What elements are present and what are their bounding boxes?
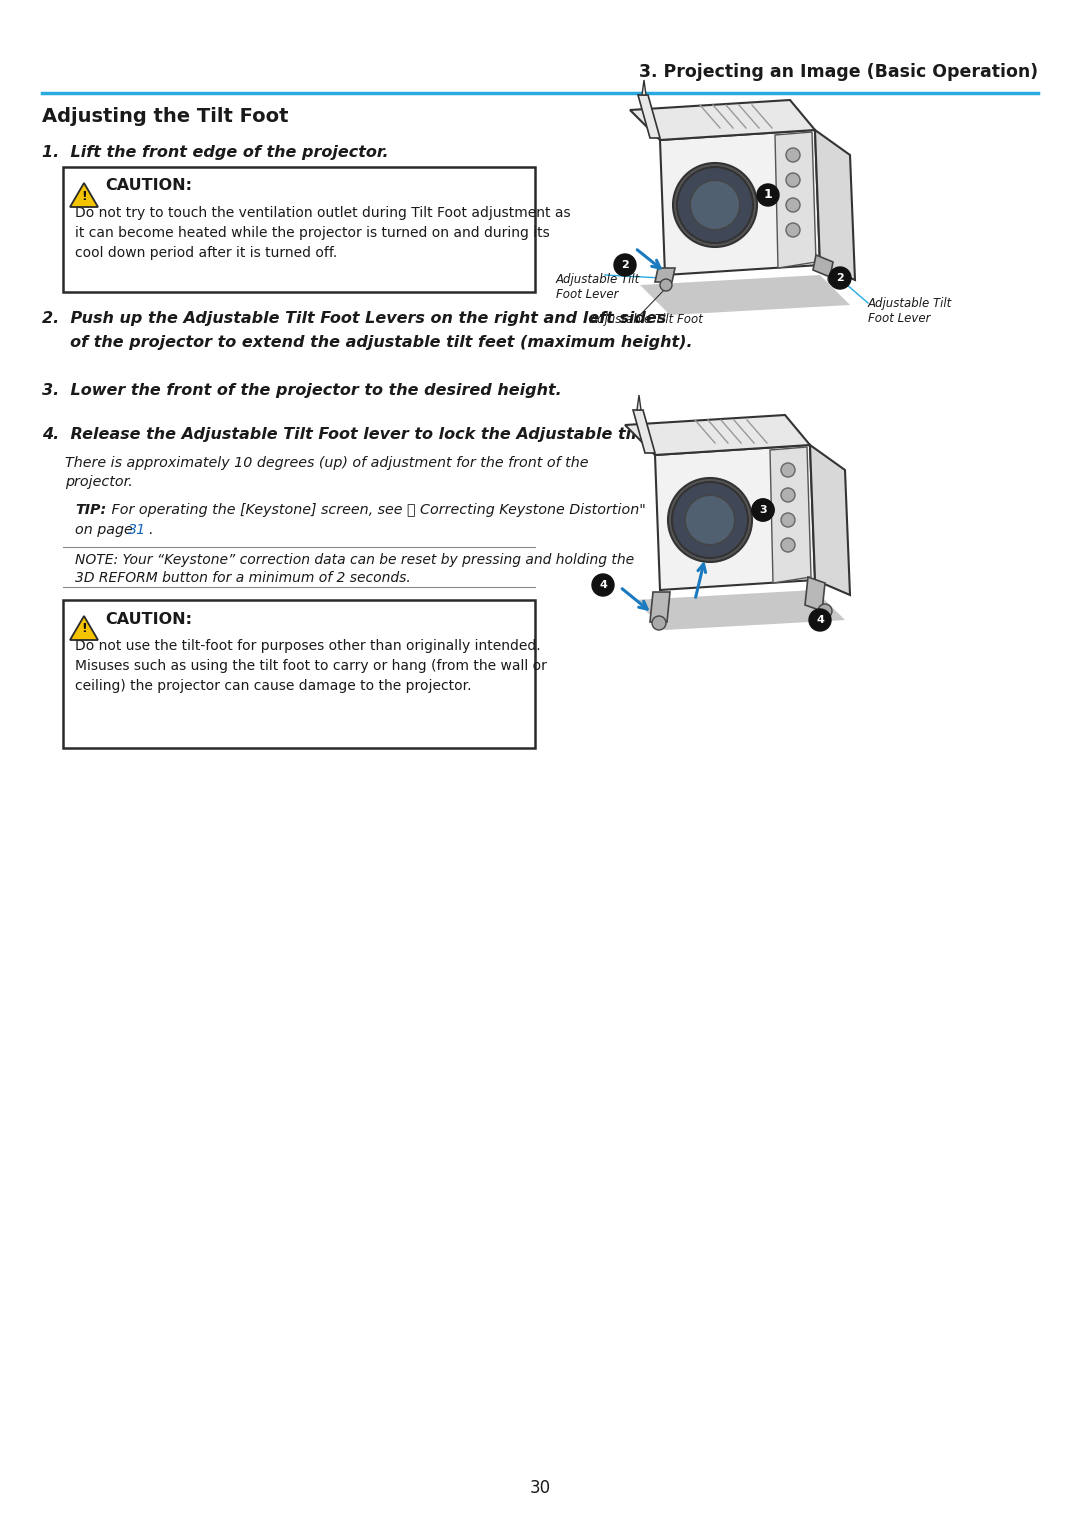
Circle shape <box>677 168 753 242</box>
Text: 3. Projecting an Image (Basic Operation): 3. Projecting an Image (Basic Operation) <box>639 62 1038 81</box>
Circle shape <box>660 279 672 291</box>
Text: 30: 30 <box>529 1478 551 1497</box>
FancyBboxPatch shape <box>63 600 535 748</box>
Text: Adjustable Tilt
Foot Lever: Adjustable Tilt Foot Lever <box>556 273 640 302</box>
Polygon shape <box>813 255 833 277</box>
Text: Do not try to touch the ventilation outlet during Tilt Foot adjustment as: Do not try to touch the ventilation outl… <box>75 206 570 219</box>
Polygon shape <box>633 410 654 453</box>
Polygon shape <box>625 415 810 456</box>
Polygon shape <box>805 578 825 611</box>
Polygon shape <box>654 445 815 590</box>
Circle shape <box>690 180 740 230</box>
Circle shape <box>752 498 774 521</box>
Text: ceiling) the projector can cause damage to the projector.: ceiling) the projector can cause damage … <box>75 680 472 693</box>
Polygon shape <box>654 268 675 282</box>
Polygon shape <box>637 395 642 410</box>
Text: TIP:: TIP: <box>75 503 106 517</box>
Text: CAUTION:: CAUTION: <box>105 611 192 626</box>
Circle shape <box>809 610 831 631</box>
Text: 4.  Release the Adjustable Tilt Foot lever to lock the Adjustable tilt foot.: 4. Release the Adjustable Tilt Foot leve… <box>42 428 692 442</box>
Text: projector.: projector. <box>65 475 133 489</box>
Text: of the projector to extend the adjustable tilt feet (maximum height).: of the projector to extend the adjustabl… <box>42 334 692 349</box>
Circle shape <box>669 479 752 562</box>
Text: 4: 4 <box>599 581 607 590</box>
Text: CAUTION:: CAUTION: <box>105 178 192 194</box>
Text: 4: 4 <box>816 616 824 625</box>
Polygon shape <box>70 183 98 207</box>
Text: Adjustable Tilt Foot: Adjustable Tilt Foot <box>590 312 704 326</box>
Polygon shape <box>650 591 670 622</box>
Circle shape <box>781 514 795 527</box>
Text: !: ! <box>81 189 86 203</box>
Circle shape <box>752 498 774 521</box>
Text: !: ! <box>81 622 86 636</box>
Polygon shape <box>660 130 820 274</box>
Text: There is approximately 10 degrees (up) of adjustment for the front of the: There is approximately 10 degrees (up) o… <box>65 456 589 469</box>
Text: 3: 3 <box>759 504 767 515</box>
Circle shape <box>786 174 800 187</box>
Polygon shape <box>630 101 815 140</box>
Circle shape <box>786 223 800 238</box>
Polygon shape <box>810 445 850 594</box>
Text: Adjusting the Tilt Foot: Adjusting the Tilt Foot <box>42 108 288 126</box>
Text: 2: 2 <box>836 273 843 283</box>
Polygon shape <box>640 274 850 315</box>
Circle shape <box>652 616 666 629</box>
Text: .: . <box>148 523 152 536</box>
Text: it can become heated while the projector is turned on and during its: it can become heated while the projector… <box>75 226 550 239</box>
Text: 3.  Lower the front of the projector to the desired height.: 3. Lower the front of the projector to t… <box>42 383 562 398</box>
Text: 3D REFORM button for a minimum of 2 seconds.: 3D REFORM button for a minimum of 2 seco… <box>75 572 410 585</box>
Circle shape <box>781 463 795 477</box>
FancyBboxPatch shape <box>63 168 535 293</box>
Text: 2.  Push up the Adjustable Tilt Foot Levers on the right and left sides: 2. Push up the Adjustable Tilt Foot Leve… <box>42 311 666 326</box>
Text: Adjustable Tilt
Foot Lever: Adjustable Tilt Foot Lever <box>868 297 953 325</box>
Circle shape <box>781 538 795 552</box>
Circle shape <box>829 267 851 290</box>
Circle shape <box>828 273 840 285</box>
Circle shape <box>781 488 795 501</box>
Text: on page: on page <box>75 523 137 536</box>
Circle shape <box>757 184 779 206</box>
Text: 31: 31 <box>129 523 146 536</box>
Circle shape <box>673 163 757 247</box>
Text: 1: 1 <box>758 503 768 517</box>
Text: 1.  Lift the front edge of the projector.: 1. Lift the front edge of the projector. <box>42 145 389 160</box>
Text: cool down period after it is turned off.: cool down period after it is turned off. <box>75 245 337 261</box>
Circle shape <box>615 255 636 276</box>
Circle shape <box>786 198 800 212</box>
Polygon shape <box>635 590 845 629</box>
Polygon shape <box>638 94 660 139</box>
Polygon shape <box>770 447 811 584</box>
Circle shape <box>686 495 734 544</box>
Circle shape <box>592 575 615 596</box>
Polygon shape <box>775 133 816 268</box>
Circle shape <box>672 482 748 558</box>
Text: 1: 1 <box>764 189 772 201</box>
Text: Do not use the tilt-foot for purposes other than originally intended.: Do not use the tilt-foot for purposes ot… <box>75 639 541 652</box>
Circle shape <box>786 148 800 162</box>
Polygon shape <box>815 130 855 280</box>
Text: 2: 2 <box>621 261 629 270</box>
Text: NOTE: Your “Keystone” correction data can be reset by pressing and holding the: NOTE: Your “Keystone” correction data ca… <box>75 553 634 567</box>
Text: Misuses such as using the tilt foot to carry or hang (from the wall or: Misuses such as using the tilt foot to c… <box>75 658 546 674</box>
Circle shape <box>818 604 832 619</box>
Text: For operating the [Keystone] screen, see ⓔ Correcting Keystone Distortion": For operating the [Keystone] screen, see… <box>107 503 646 517</box>
Polygon shape <box>642 79 646 94</box>
Polygon shape <box>70 616 98 640</box>
